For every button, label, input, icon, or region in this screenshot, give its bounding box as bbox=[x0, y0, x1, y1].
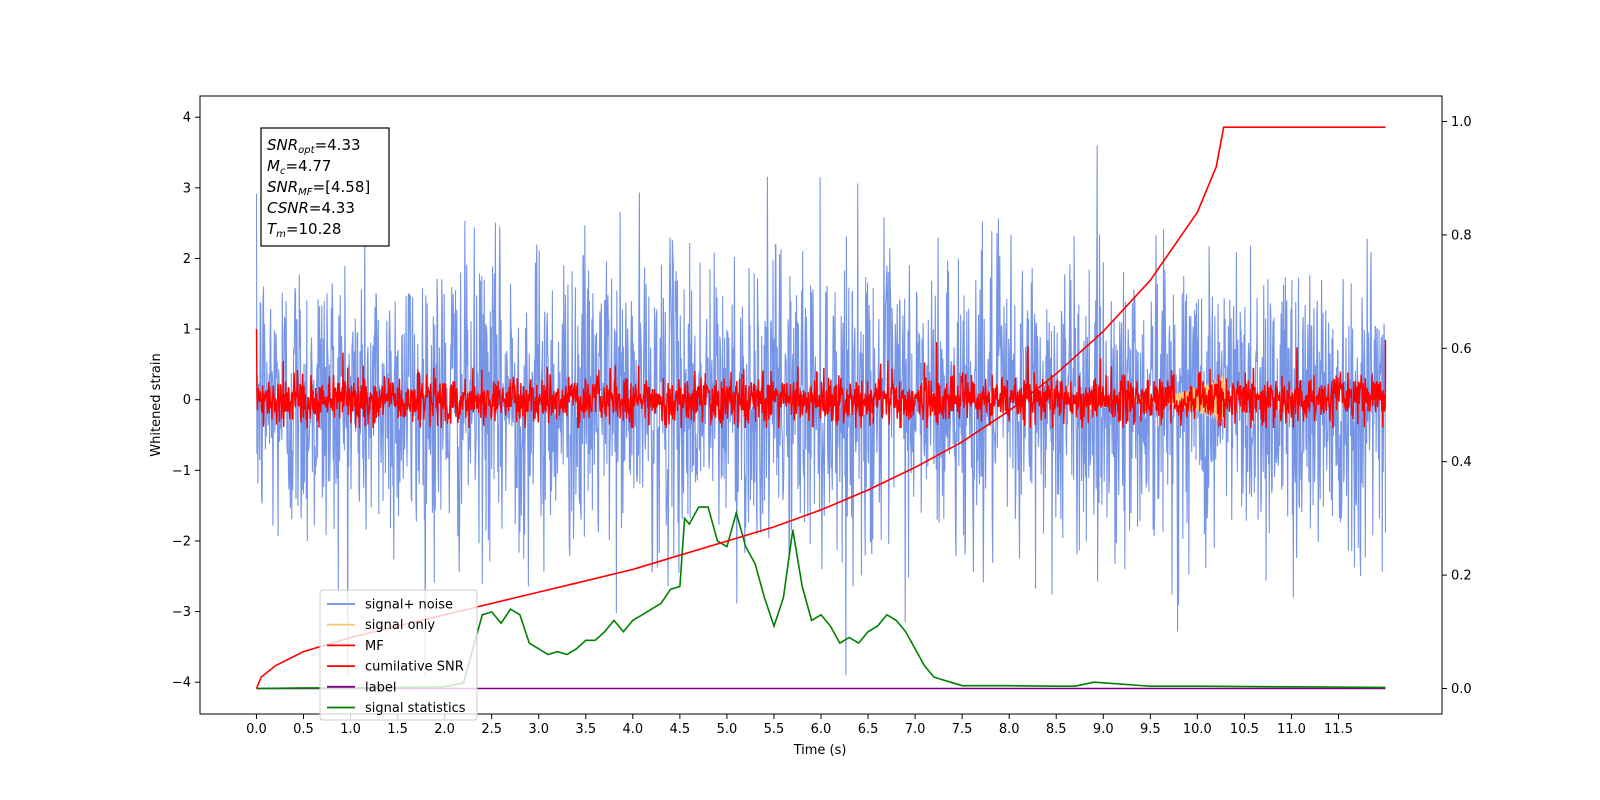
y2-tick-label: 0.4 bbox=[1451, 455, 1472, 470]
info-line: Mc=4.77 bbox=[267, 157, 331, 177]
info-line: Tm=10.28 bbox=[267, 220, 341, 240]
y-axis-label: Whitened strain bbox=[149, 353, 164, 456]
legend-frame bbox=[319, 589, 478, 721]
x-tick-label: 11.0 bbox=[1277, 722, 1306, 737]
y-tick-label: 0 bbox=[183, 393, 191, 408]
y-tick-label: 2 bbox=[183, 252, 191, 267]
x-tick-label: 4.0 bbox=[622, 722, 643, 737]
legend-label: signal only bbox=[365, 618, 435, 633]
y2-tick-label: 1.0 bbox=[1451, 115, 1472, 130]
x-tick-label: 2.0 bbox=[434, 722, 455, 737]
x-tick-label: 1.5 bbox=[387, 722, 408, 737]
y-tick-label: −3 bbox=[172, 605, 191, 620]
info-line: CSNR=4.33 bbox=[267, 199, 355, 217]
legend-label: signal+ noise bbox=[365, 598, 453, 613]
legend-label: MF bbox=[365, 639, 384, 654]
y-tick-label: 3 bbox=[183, 181, 191, 196]
x-tick-label: 3.5 bbox=[575, 722, 596, 737]
x-axis: 0.0 0.5 1.0 1.5 2.0 2.5 3.0 3.5 4.0 4.5 5.0 5.5 6.0 6… bbox=[246, 714, 1353, 737]
x-tick-label: 11.5 bbox=[1324, 722, 1353, 737]
x-tick-label: 9.5 bbox=[1140, 722, 1161, 737]
y-tick-label: 4 bbox=[183, 111, 191, 126]
mf-series bbox=[255, 329, 1387, 429]
x-tick-label: 9.0 bbox=[1093, 722, 1114, 737]
x-tick-label: 6.5 bbox=[858, 722, 879, 737]
x-tick-label: 10.0 bbox=[1183, 722, 1212, 737]
y-axis-left: 4 3 2 1 0 −1 −2 −3 −4 bbox=[172, 111, 200, 691]
legend-label: label bbox=[365, 680, 396, 695]
y2-tick-label: 0.2 bbox=[1451, 569, 1472, 584]
x-tick-label: 8.5 bbox=[1046, 722, 1067, 737]
x-tick-label: 5.0 bbox=[717, 722, 738, 737]
x-tick-label: 3.0 bbox=[528, 722, 549, 737]
mf-line bbox=[255, 329, 1387, 429]
signal-statistics-line bbox=[256, 506, 1386, 690]
y2-tick-label: 0.8 bbox=[1451, 228, 1472, 243]
x-tick-label: 6.0 bbox=[811, 722, 832, 737]
info-line: SNRopt=4.33 bbox=[267, 136, 361, 156]
y-tick-label: 1 bbox=[183, 323, 191, 338]
y-tick-label: −2 bbox=[172, 534, 191, 549]
y2-tick-label: 0.6 bbox=[1451, 342, 1472, 357]
x-tick-label: 10.5 bbox=[1230, 722, 1259, 737]
y-tick-label: −1 bbox=[172, 464, 191, 479]
y2-tick-label: 0.0 bbox=[1451, 682, 1472, 697]
x-tick-label: 0.5 bbox=[293, 722, 314, 737]
legend: signal+ noise signal only MF cumilative SNR… bbox=[319, 589, 478, 721]
x-axis-label: Time (s) bbox=[793, 743, 847, 758]
y-tick-label: −4 bbox=[172, 676, 191, 691]
y-axis-right: 1.0 0.8 0.6 0.4 0.2 0.0 bbox=[1442, 115, 1472, 697]
x-tick-label: 8.0 bbox=[999, 722, 1020, 737]
x-tick-label: 4.5 bbox=[670, 722, 691, 737]
x-tick-label: 2.5 bbox=[481, 722, 502, 737]
x-tick-label: 1.0 bbox=[340, 722, 361, 737]
info-box-frame bbox=[260, 127, 390, 247]
x-tick-label: 5.5 bbox=[764, 722, 785, 737]
x-tick-label: 7.0 bbox=[905, 722, 926, 737]
x-tick-label: 7.5 bbox=[952, 722, 973, 737]
x-tick-label: 0.0 bbox=[246, 722, 267, 737]
legend-label: signal statistics bbox=[365, 701, 466, 716]
legend-label: cumilative SNR bbox=[365, 660, 464, 675]
info-line: SNRMF=[4.58] bbox=[267, 178, 370, 198]
